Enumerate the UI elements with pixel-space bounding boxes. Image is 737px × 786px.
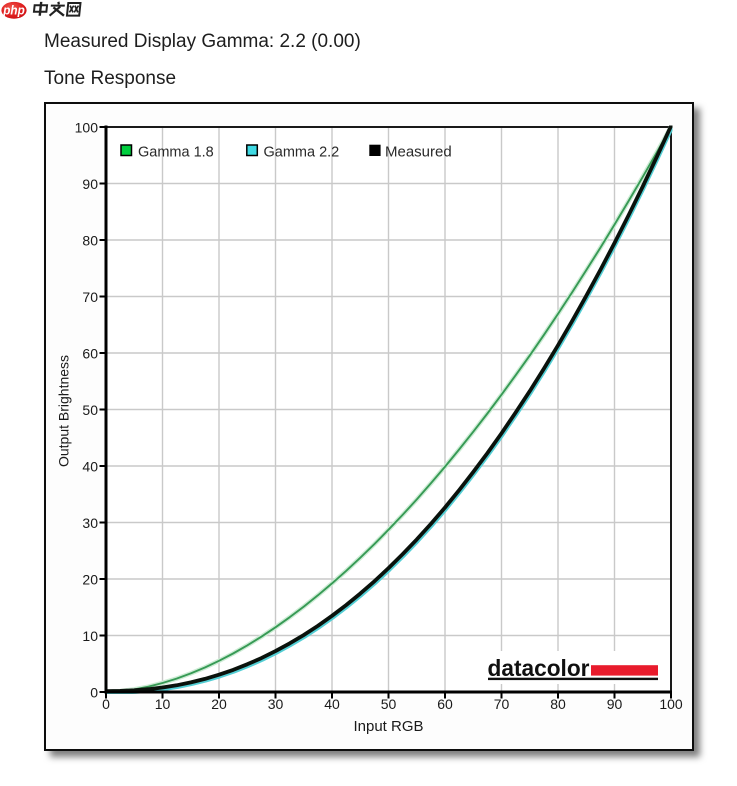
svg-text:Measured: Measured [385,144,452,161]
svg-text:80: 80 [550,696,566,712]
svg-text:50: 50 [381,696,397,712]
svg-text:0: 0 [90,685,98,701]
svg-text:60: 60 [437,696,453,712]
svg-text:10: 10 [82,628,98,644]
svg-text:100: 100 [659,696,683,712]
svg-text:Output Brightness: Output Brightness [56,355,72,467]
svg-text:Tone Response: Tone Response [44,68,176,89]
svg-text:20: 20 [82,572,98,588]
svg-text:Measured Display Gamma: 2.2 (0: Measured Display Gamma: 2.2 (0.00) [44,31,361,52]
svg-text:40: 40 [324,696,340,712]
svg-text:Gamma 1.8: Gamma 1.8 [138,145,214,161]
svg-text:90: 90 [607,696,623,712]
svg-text:20: 20 [211,696,227,712]
svg-text:60: 60 [82,346,98,362]
svg-text:100: 100 [75,120,99,136]
svg-text:php: php [2,2,24,17]
svg-text:Input RGB: Input RGB [353,718,423,735]
svg-text:70: 70 [494,696,510,712]
svg-text:80: 80 [82,233,98,249]
svg-text:90: 90 [82,176,98,192]
svg-text:0: 0 [102,696,110,712]
svg-text:70: 70 [82,289,98,305]
svg-text:30: 30 [82,515,98,531]
svg-text:30: 30 [268,696,284,712]
svg-text:10: 10 [155,696,171,712]
svg-text:Gamma 2.2: Gamma 2.2 [264,145,340,161]
svg-text:datacolor: datacolor [488,655,590,681]
svg-text:50: 50 [82,402,98,418]
svg-text:40: 40 [82,459,98,475]
